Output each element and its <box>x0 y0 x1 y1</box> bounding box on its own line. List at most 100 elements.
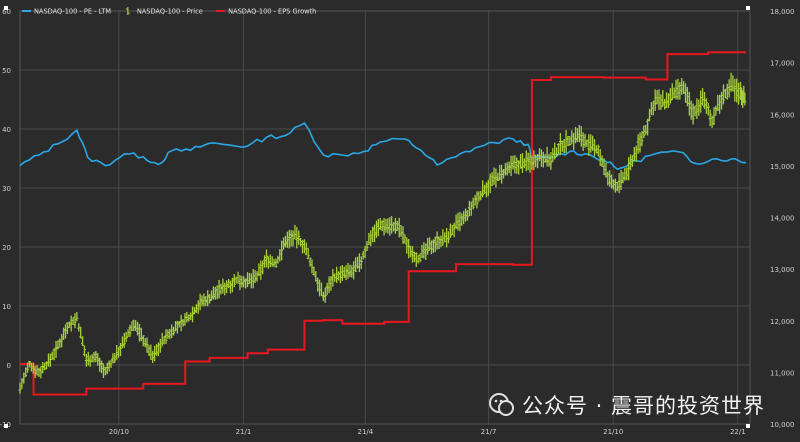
price-ohlc-bar <box>502 169 506 179</box>
price-ohlc-bar <box>445 228 449 248</box>
price-ohlc-bar <box>714 105 718 116</box>
price-ohlc-bar <box>90 354 94 363</box>
price-ohlc-bar <box>646 118 650 136</box>
price-ohlc-bar <box>149 344 153 360</box>
price-ohlc-bar <box>170 324 174 339</box>
price-ohlc-bar <box>503 163 507 176</box>
price-ohlc-bar <box>706 103 710 116</box>
price-ohlc-bar <box>697 99 701 116</box>
y-right-tick-label: 17,000 <box>770 60 795 68</box>
corner-marker <box>746 6 750 10</box>
price-ohlc-bar <box>678 82 682 100</box>
price-ohlc-bar <box>251 268 255 289</box>
price-ohlc-bar <box>699 90 703 113</box>
price-ohlc-bar <box>151 350 155 364</box>
price-ohlc-bar <box>124 331 128 343</box>
price-ohlc-bar <box>585 139 589 147</box>
price-ohlc-bar <box>82 345 86 357</box>
x-tick-label: 20/10 <box>109 428 129 436</box>
price-ohlc-bar <box>684 83 688 103</box>
price-ohlc-bar <box>636 134 640 154</box>
price-ohlc-bar <box>433 236 437 253</box>
legend-label: NASDAQ-100 - PE - LTM <box>34 8 111 16</box>
price-ohlc-bar <box>120 336 124 349</box>
price-ohlc-bar <box>43 362 47 371</box>
price-ohlc-bar <box>702 91 706 109</box>
price-ohlc-bar <box>447 231 451 244</box>
y-right-tick-label: 12,000 <box>770 318 795 326</box>
price-ohlc-bar <box>274 258 278 268</box>
price-ohlc-bar <box>511 155 515 170</box>
price-ohlc-bar <box>680 77 684 95</box>
price-ohlc-bar <box>39 366 43 379</box>
price-ohlc-bar <box>282 237 286 250</box>
price-ohlc-bar <box>101 363 105 379</box>
price-ohlc-bar <box>541 151 545 168</box>
price-ohlc-bar <box>721 84 725 105</box>
price-ohlc-bar <box>458 211 462 232</box>
price-ohlc-bar <box>58 338 62 348</box>
y-left-tick-label: 40 <box>2 126 11 134</box>
y-left-tick-label: 50 <box>2 67 11 75</box>
price-ohlc-bar <box>520 153 524 173</box>
corner-marker <box>4 6 8 10</box>
y-right-tick-label: 15,000 <box>770 163 795 171</box>
price-ohlc-bar <box>259 260 263 280</box>
y-left-tick-label: 30 <box>2 185 11 193</box>
price-ohlc-bar <box>718 94 722 114</box>
price-ohlc-bar <box>471 197 475 210</box>
price-ohlc-bar <box>577 125 581 143</box>
price-ohlc-bar <box>247 272 251 285</box>
price-ohlc-bar <box>424 243 428 260</box>
price-ohlc-bar <box>211 286 215 300</box>
price-ohlc-bar <box>708 109 712 127</box>
price-ohlc-bar <box>371 226 375 243</box>
price-ohlc-bar <box>321 291 325 302</box>
price-ohlc-bar <box>35 364 39 376</box>
price-ohlc-bar <box>287 230 291 249</box>
price-ohlc-bar <box>659 94 663 110</box>
price-ohlc-bar <box>513 155 517 174</box>
price-ohlc-bar <box>452 222 456 238</box>
price-ohlc-bar <box>674 79 678 100</box>
price-ohlc-bar <box>657 89 661 111</box>
corner-marker <box>4 424 8 428</box>
price-ohlc-bar <box>464 208 468 222</box>
price-ohlc-bar <box>27 360 31 368</box>
price-ohlc-bar <box>743 92 747 106</box>
corner-marker <box>746 424 750 428</box>
price-ohlc-bar <box>130 321 134 332</box>
price-ohlc-bar <box>361 251 365 260</box>
price-ohlc-bar <box>276 255 280 264</box>
price-ohlc-bar <box>727 79 731 98</box>
price-ohlc-bar <box>369 230 373 247</box>
legend-entry: NASDAQ-100 - PE - LTM <box>22 8 111 16</box>
price-ohlc-bar <box>648 108 652 122</box>
price-ohlc-bar <box>583 133 587 148</box>
price-ohlc-bar <box>376 218 380 237</box>
price-ohlc-bar <box>587 134 591 156</box>
price-ohlc-bar <box>65 322 69 334</box>
price-ohlc-bar <box>145 337 149 353</box>
price-ohlc-bar <box>228 280 232 294</box>
price-ohlc-bar <box>538 148 542 162</box>
price-ohlc-bar <box>113 353 117 363</box>
corner-markers <box>4 6 750 428</box>
y-right-tick-label: 18,000 <box>770 8 795 16</box>
price-ohlc-bar <box>198 293 202 311</box>
price-ohlc-bar <box>733 78 737 102</box>
price-ohlc-bar <box>244 278 248 289</box>
price-ohlc-bar <box>92 352 96 363</box>
price-ohlc-bar <box>564 130 568 154</box>
price-ohlc-bar <box>547 154 551 167</box>
legend-entry: NASDAQ-100 - EPS Growth <box>216 8 316 16</box>
price-ohlc-bar <box>384 218 388 233</box>
price-ohlc-bar <box>299 237 303 247</box>
price-ohlc-bar <box>604 162 608 178</box>
price-ohlc-bar <box>109 359 113 368</box>
price-ohlc-bar <box>365 241 369 251</box>
price-ohlc-bar <box>401 226 405 244</box>
price-ohlc-bar <box>731 75 735 92</box>
price-ohlc-bar <box>431 239 435 253</box>
